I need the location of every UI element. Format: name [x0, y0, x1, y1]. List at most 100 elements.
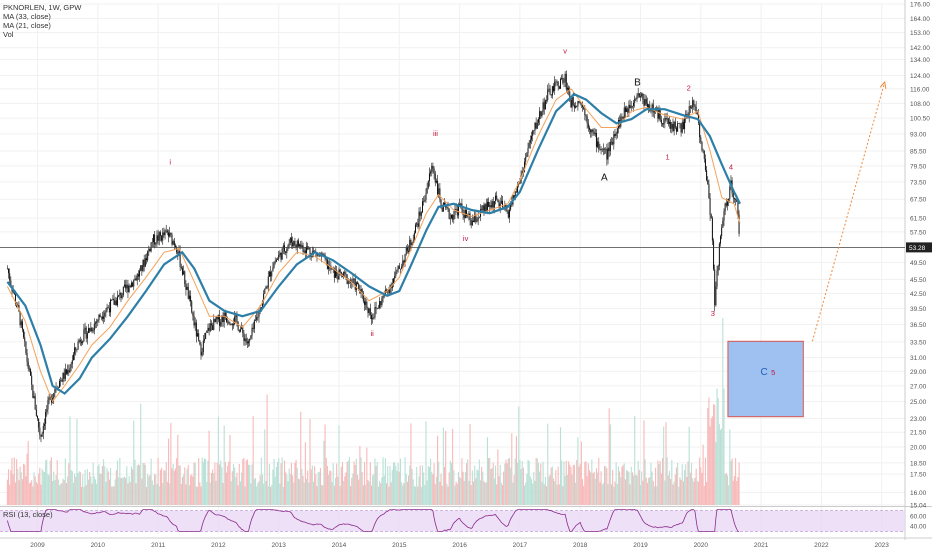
- candle-body: [67, 370, 69, 374]
- volume-bar: [142, 463, 144, 505]
- candle-body: [488, 201, 490, 207]
- candle-body: [611, 141, 613, 143]
- candle-body: [409, 239, 411, 253]
- volume-bar: [709, 426, 711, 505]
- volume-bar: [413, 486, 415, 505]
- volume-bar: [404, 457, 406, 505]
- candle-body: [132, 282, 134, 287]
- volume-bar: [474, 465, 476, 505]
- candle-body: [486, 201, 488, 212]
- candle-body: [678, 123, 680, 124]
- volume-bar: [666, 457, 668, 505]
- candle-body: [277, 258, 279, 260]
- legend-vol[interactable]: Vol: [3, 30, 14, 39]
- volume-bar: [123, 476, 126, 505]
- volume-bar: [736, 480, 738, 505]
- candle-body: [664, 118, 666, 124]
- candle-body: [46, 409, 48, 412]
- candle-body: [393, 278, 395, 284]
- price-tick-label: 33.50: [910, 339, 927, 346]
- volume-bar: [315, 474, 317, 505]
- candle-body: [650, 110, 652, 112]
- volume-bar: [125, 478, 127, 505]
- volume-bar: [731, 458, 733, 505]
- volume-bar: [289, 473, 291, 505]
- volume-bar: [111, 486, 113, 505]
- volume-bar: [601, 484, 603, 505]
- candle-body: [546, 100, 548, 101]
- candle-body: [440, 199, 442, 208]
- candle-body: [92, 330, 94, 332]
- candle-body: [715, 286, 717, 306]
- volume-bar: [490, 468, 492, 505]
- volume-bar: [252, 415, 254, 505]
- legend-symbol[interactable]: PKNORLEN, 1W, GPW: [3, 3, 82, 12]
- volume-bar: [517, 462, 519, 505]
- candle-body: [295, 244, 297, 248]
- candle-body: [100, 316, 102, 318]
- candle-body: [117, 296, 119, 306]
- rsi-band: [0, 510, 905, 532]
- candle-body: [377, 307, 379, 309]
- price-tick-label: 85.50: [910, 149, 927, 156]
- candle-body: [709, 198, 711, 215]
- candle-body: [255, 319, 257, 321]
- rsi-pane[interactable]: [0, 509, 905, 532]
- candle-body: [149, 248, 151, 252]
- price-axis[interactable]: 176.00 164.00 153.00 142.00 134.00 124.00 116.…: [906, 2, 932, 510]
- volume-bar: [597, 472, 599, 505]
- candle-body: [81, 341, 83, 344]
- candle-body: [381, 298, 383, 306]
- candle-body: [214, 319, 216, 322]
- volume-bar: [357, 474, 359, 505]
- volume-bar: [417, 486, 419, 505]
- candle-body: [26, 353, 28, 362]
- candle-body: [601, 149, 603, 151]
- legend-ma33[interactable]: MA (33, close): [3, 12, 51, 21]
- legend-ma21[interactable]: MA (21, close): [3, 21, 51, 30]
- candle-body: [115, 300, 117, 306]
- candle-body: [495, 195, 497, 202]
- candle-body: [599, 149, 601, 150]
- rsi-legend[interactable]: RSI (13, close): [3, 510, 53, 519]
- candle-body: [468, 213, 470, 216]
- candle-body: [130, 282, 132, 287]
- time-axis[interactable]: 2009 2010 2011 2012 2013 2014 2015 2016 2017 2018…: [30, 542, 889, 549]
- candle-body: [499, 203, 501, 208]
- volume-bar: [64, 458, 66, 505]
- volume-bar: [287, 481, 289, 505]
- candle-body: [430, 171, 432, 174]
- volume-bar: [656, 486, 658, 505]
- volume-bar: [253, 479, 255, 505]
- volume-bar: [381, 477, 383, 505]
- candle-body: [496, 195, 498, 199]
- volume-bar: [608, 408, 610, 505]
- price-tick-label: 67.50: [910, 197, 927, 204]
- volume-bar: [145, 486, 148, 505]
- volume-bar: [602, 483, 604, 505]
- target-box[interactable]: [727, 340, 804, 418]
- volume-bar: [641, 471, 643, 505]
- volume-bar: [558, 484, 560, 505]
- volume-bar: [159, 469, 161, 505]
- volume-bar: [655, 467, 657, 505]
- volume-bar: [714, 404, 716, 505]
- volume-bar: [479, 480, 482, 505]
- volume-bar: [425, 421, 427, 505]
- price-tick-label: 73.50: [910, 179, 927, 186]
- volume-bar: [604, 465, 606, 505]
- candle-body: [576, 106, 578, 107]
- volume-bar: [152, 484, 155, 505]
- candle-body: [151, 241, 153, 243]
- time-tick-label: 2021: [754, 542, 769, 549]
- candle-body: [612, 142, 614, 145]
- volume-bar: [246, 459, 248, 505]
- candle-body: [513, 195, 515, 200]
- volume-bar: [441, 485, 443, 505]
- candle-body: [208, 327, 210, 331]
- candle-body: [662, 123, 664, 125]
- candle-body: [99, 314, 101, 318]
- volume-bar: [177, 434, 179, 505]
